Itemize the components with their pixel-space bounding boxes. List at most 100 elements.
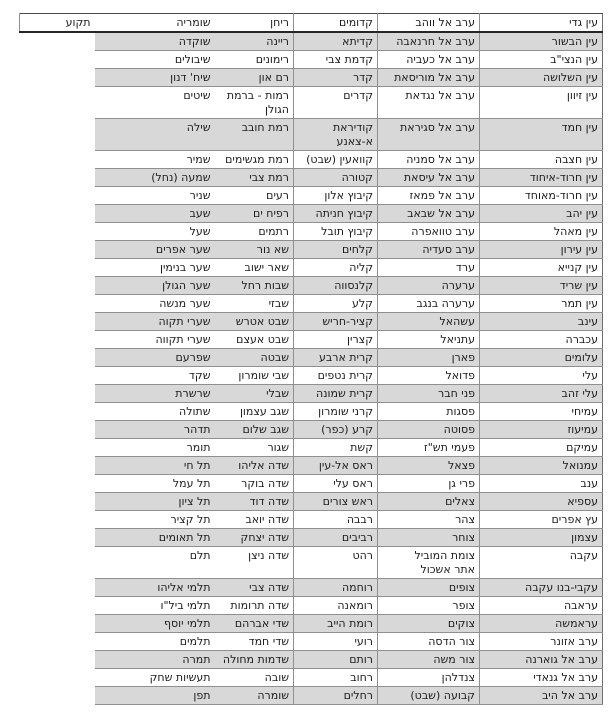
locality-cell: תלם: [94, 546, 215, 579]
table-row: עמיחי פסגות קרני שומרון שגב עצמון שתולה: [19, 402, 603, 421]
locality-cell: רומאנה: [293, 596, 378, 615]
locality-cell: עין עירון: [479, 240, 603, 259]
locality-cell: ערב אל היב: [479, 686, 603, 705]
locality-cell: שדה בוקר: [214, 474, 294, 493]
locality-cell: שער בנימין: [94, 258, 215, 277]
table-row: עלומים פארן קרית ארבע שבטה שפרעם: [19, 348, 603, 367]
locality-cell: קטורה: [293, 168, 378, 187]
locality-cell: רוחמה: [293, 578, 378, 597]
locality-cell: שגור: [214, 438, 294, 457]
empty-cell: [19, 118, 95, 151]
locality-cell: קדמת צבי: [293, 50, 378, 69]
locality-cell: ערערה בנגב: [377, 294, 480, 313]
locality-cell: שילה: [94, 118, 215, 151]
locality-cell: ריחן: [214, 13, 294, 33]
locality-cell: ערב אל עיסאת: [377, 168, 480, 187]
locality-cell: עקבה: [479, 546, 603, 579]
locality-cell: רומת הייב: [293, 614, 378, 633]
table-row: עין השלושה ערב אל מוריסאת קדר רם און שיח' דנ…: [19, 68, 603, 87]
locality-cell: ערב אל סגיראת: [377, 118, 480, 151]
locality-cell: ערב אל פמאז: [377, 186, 480, 205]
empty-cell: [19, 168, 95, 187]
locality-cell: פארן: [377, 348, 480, 367]
empty-cell: [19, 366, 95, 385]
empty-cell: [19, 348, 95, 367]
locality-cell: שבט אטרש: [214, 312, 294, 331]
locality-cell: שומרה: [214, 686, 294, 705]
empty-cell: [19, 420, 95, 439]
locality-cell: עין חרוד-מאוחד: [479, 186, 603, 205]
locality-cell: שגב שלום: [214, 420, 294, 439]
locality-cell: שמיר: [94, 150, 215, 169]
table-row: עין מאהל ערב טוואפרה קיבוץ תובל רתמים שעל: [19, 222, 603, 241]
locality-cell: קלנסווה: [293, 276, 378, 295]
table-row: עין הבשור ערב אל חרנאבה קדיתא ריינה שוקדה: [19, 31, 603, 51]
locality-cell: תלמי יוסף: [94, 614, 215, 633]
locality-cell: עץ אפרים: [479, 510, 603, 529]
table-row: עין חצבה ערב אל סמניה קוואעין (שבט) רמת מגש…: [19, 150, 603, 169]
table-row: עין גדי ערב אל ווהב קדומים ריחן שומריה תקוע: [19, 13, 603, 33]
locality-cell: ראש צורים: [293, 492, 378, 511]
locality-cell: עלי זהב: [479, 384, 603, 403]
locality-cell: ערב אל חרנאבה: [377, 31, 480, 51]
locality-cell: ערב סעדיה: [377, 240, 480, 259]
locality-cell: ערב אל שבאב: [377, 204, 480, 223]
locality-cell: תמרה: [94, 650, 215, 669]
locality-cell: עין חצבה: [479, 150, 603, 169]
locality-cell: רמת מגשימים: [214, 150, 294, 169]
empty-cell: [19, 438, 95, 457]
table-row: עצמון צוחר רביבים שדה יצחק תל תאומים: [19, 528, 603, 547]
table-row: ענב פרי גן ראס עלי שדה בוקר תל עמל: [19, 474, 603, 493]
locality-cell: עראבה: [479, 596, 603, 615]
locality-cell: פעמי תש"ז: [377, 438, 480, 457]
locality-cell: עין גדי: [479, 13, 603, 33]
table-row: עקבה צומת המוביל אתר אשכול רהט שדה ניצן תלם: [19, 546, 603, 579]
locality-cell: ערב אל מוריסאת: [377, 68, 480, 87]
locality-cell: צוקים: [377, 614, 480, 633]
locality-cell: עין הנצי"ב: [479, 50, 603, 69]
locality-cell: קלחים: [293, 240, 378, 259]
table-row: עלי פדואל קרית נטפים שבי שומרון שקד: [19, 366, 603, 385]
table-row: ערב אל גוארנה צור משה רותם שדמות מחולה תמרה: [19, 650, 603, 669]
locality-cell: שערי תקוה: [94, 312, 215, 331]
locality-cell: פדואל: [377, 366, 480, 385]
locality-cell: שדמות מחולה: [214, 650, 294, 669]
locality-cell: תפן: [94, 686, 215, 705]
empty-cell: [19, 294, 95, 313]
locality-cell: עשהאל: [377, 312, 480, 331]
locality-cell: רהט: [293, 546, 378, 579]
locality-cell: ענב: [479, 474, 603, 493]
table-row: עץ אפרים צהר רבבה שדה יואב תל קציר: [19, 510, 603, 529]
locality-cell: שדי חמד: [214, 632, 294, 651]
locality-cell: רביבים: [293, 528, 378, 547]
locality-cell: ערב אל סמניה: [377, 150, 480, 169]
locality-cell: קדומים: [293, 13, 378, 33]
locality-cell: ערב אל נגדאת: [377, 86, 480, 119]
locality-cell: עכברה: [479, 330, 603, 349]
locality-cell: עתניאל: [377, 330, 480, 349]
locality-cell: צאלים: [377, 492, 480, 511]
locality-cell: שרשרת: [94, 384, 215, 403]
locality-cell: רמת צבי: [214, 168, 294, 187]
locality-cell: עין תמר: [479, 294, 603, 313]
locality-cell: צופים: [377, 578, 480, 597]
locality-cell: קדרים: [293, 86, 378, 119]
locality-cell: ערב אל ווהב: [377, 13, 480, 33]
locality-cell: פרי גן: [377, 474, 480, 493]
locality-cell: שדה יואב: [214, 510, 294, 529]
locality-cell: קרית נטפים: [293, 366, 378, 385]
table-row: עכברה עתניאל קצרין שבט אעצם שערי תקווה: [19, 330, 603, 349]
locality-cell: שעל: [94, 222, 215, 241]
empty-cell: [19, 614, 95, 633]
locality-cell: קרע (כפר): [293, 420, 378, 439]
locality-cell: צומת המוביל אתר אשכול: [377, 546, 480, 579]
locality-cell: שבות רחל: [214, 276, 294, 295]
locality-cell: תלמי אליהו: [94, 578, 215, 597]
table-row: עין חרוד-מאוחד ערב אל פמאז קיבוץ אלון רעים ש…: [19, 186, 603, 205]
locality-cell: צור משה: [377, 650, 480, 669]
locality-cell: שעב: [94, 204, 215, 223]
locality-cell: שוקדה: [94, 31, 215, 51]
locality-cell: תלמי ביל"ו: [94, 596, 215, 615]
locality-cell: קלע: [293, 294, 378, 313]
